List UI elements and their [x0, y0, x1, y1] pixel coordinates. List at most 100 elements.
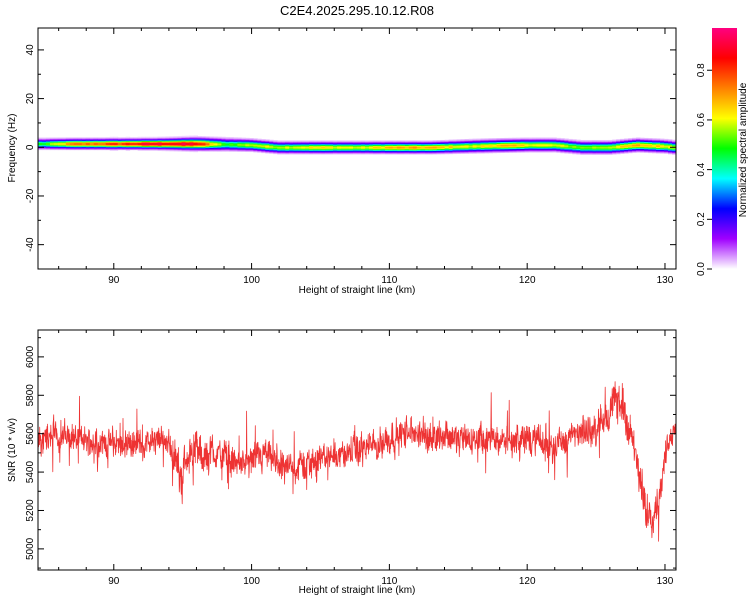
spectrogram-cell — [169, 147, 174, 149]
spectrogram-cell — [560, 149, 565, 151]
spectrogram-cell — [265, 140, 270, 142]
spectrogram-cell — [460, 145, 466, 147]
spectrogram-cell — [448, 144, 454, 147]
spectrogram-cell — [604, 152, 609, 155]
spectrogram-cell — [396, 141, 402, 143]
spectrogram-cell — [289, 148, 294, 151]
spectrogram-cell — [396, 148, 402, 151]
spectrogram-cell — [125, 140, 131, 142]
spectrogram-cell — [360, 141, 366, 143]
spectrogram-cell — [41, 144, 47, 146]
spectrogram-cell — [349, 148, 354, 151]
spectrogram-cell — [337, 153, 342, 155]
spectrogram-cell — [73, 145, 79, 148]
spectrogram-cell — [556, 150, 561, 152]
spectrogram-cell — [668, 153, 673, 155]
spectrogram-cell — [317, 144, 322, 146]
spectrogram-cell — [305, 153, 310, 155]
spectrogram-cell — [556, 142, 561, 144]
spectrogram-cell — [173, 136, 178, 139]
spectrogram-cell — [293, 144, 298, 146]
spectrogram-cell — [81, 145, 87, 148]
spectrogram-cell — [560, 150, 565, 152]
spectrogram-cell — [97, 142, 103, 144]
spectrogram-cell — [476, 144, 482, 146]
spectrogram-cell — [281, 148, 286, 151]
spectrogram-cell — [57, 144, 63, 146]
spectrogram-cell — [121, 139, 127, 141]
spectrogram-cell — [392, 150, 398, 152]
spectrogram-cell — [357, 146, 362, 148]
spectrogram-cell — [69, 139, 75, 141]
spectrogram-cell — [89, 147, 95, 149]
spectrogram-cell — [169, 145, 174, 147]
spectrogram-cell — [400, 146, 406, 148]
spectrogram-cell — [388, 143, 394, 146]
spectrogram-cell — [249, 146, 254, 148]
spectrogram-cell — [528, 151, 533, 153]
spectrogram-cell — [652, 138, 657, 140]
spectrogram-cell — [592, 147, 597, 149]
spectrogram-cell — [468, 151, 474, 153]
spectrogram-cell — [480, 146, 485, 149]
spectrogram-cell — [73, 138, 79, 140]
spectrogram-cell — [520, 142, 525, 144]
spectrogram-cell — [105, 147, 111, 149]
spectrogram-cell — [177, 143, 182, 145]
spectrogram-cell — [528, 141, 533, 143]
spectrogram-cell — [153, 148, 159, 151]
spectrogram-cell — [600, 150, 605, 153]
spectrogram-cell — [524, 147, 529, 149]
spectrogram-cell — [612, 142, 617, 144]
spectrogram-cell — [233, 150, 238, 152]
spectrogram-cell — [648, 142, 653, 144]
spectrogram-cell — [189, 145, 194, 147]
spectrogram-cell — [93, 147, 99, 149]
spectrogram-cell — [101, 148, 107, 151]
spectrogram-cell — [576, 153, 581, 155]
spectrogram-cell — [93, 137, 99, 139]
spectrogram-cell — [41, 143, 47, 145]
spectrogram-cell — [640, 145, 645, 147]
spectrogram-x-tick-label: 110 — [381, 275, 397, 286]
spectrogram-cell — [177, 135, 182, 138]
spectrogram-cell — [53, 139, 59, 141]
spectrogram-cell — [456, 152, 462, 154]
spectrogram-cell — [396, 140, 402, 142]
spectrogram-cell — [636, 144, 641, 147]
spectrogram-cell — [440, 146, 446, 149]
spectrogram-cell — [404, 143, 410, 145]
spectrogram-cell — [532, 142, 537, 144]
spectrogram-cell — [444, 141, 450, 143]
spectrogram-cell — [141, 139, 147, 141]
spectrogram-cell — [512, 143, 517, 145]
spectrogram-cell — [81, 142, 87, 144]
spectrogram-cell — [81, 139, 87, 141]
spectrogram-cell — [233, 147, 238, 149]
spectrogram-cell — [213, 139, 218, 141]
spectrogram-cell — [432, 140, 438, 142]
spectrogram-cell — [257, 149, 262, 152]
spectrogram-cell — [153, 144, 159, 146]
spectrogram-cell — [253, 138, 258, 140]
spectrogram-cell — [584, 139, 589, 142]
spectrogram-cell — [552, 138, 557, 140]
spectrogram-cell — [668, 143, 673, 146]
spectrogram-cell — [201, 141, 206, 143]
spectrogram-cell — [321, 140, 326, 142]
spectrogram-cell — [329, 153, 334, 155]
spectrogram-cell — [85, 137, 91, 139]
spectrogram-cell — [297, 148, 302, 151]
spectrogram-cell — [472, 146, 478, 149]
spectrogram-cell — [420, 148, 426, 150]
spectrogram-cell — [608, 152, 613, 155]
spectrogram-cell — [229, 140, 234, 143]
spectrogram-cell — [257, 141, 262, 143]
spectrogram-cell — [600, 150, 605, 152]
spectrogram-cell — [540, 139, 545, 141]
spectrogram-cell — [396, 152, 402, 154]
spectrogram-cell — [105, 146, 111, 148]
spectrogram-cell — [540, 145, 545, 148]
spectrogram-cell — [556, 141, 561, 143]
spectrogram-cell — [376, 143, 382, 145]
